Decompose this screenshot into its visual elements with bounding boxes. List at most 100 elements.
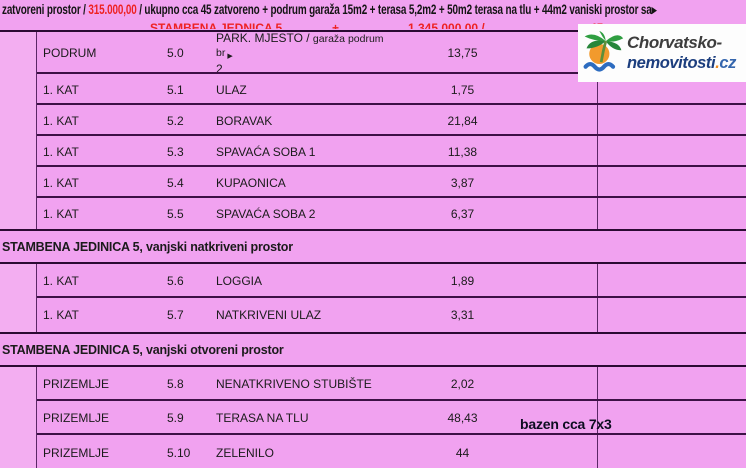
logo-line2: nemovitosti.cz bbox=[627, 53, 736, 73]
row-margin-cell bbox=[0, 198, 37, 229]
floor-cell: PRIZEMLJE bbox=[43, 377, 110, 391]
room-name-cell: SPAVAĆA SOBA 1 bbox=[216, 144, 316, 159]
empty-right-column bbox=[597, 105, 746, 136]
empty-cell bbox=[540, 167, 597, 198]
empty-cell bbox=[540, 136, 597, 167]
area-value-cell: 1,89 bbox=[450, 274, 475, 288]
room-name-wrapped: PARK. MJESTO / garaža podrum br ▶ 2 bbox=[216, 30, 385, 76]
empty-right-column bbox=[597, 435, 746, 468]
table-row: 1. KAT 5.4 KUPAONICA 3,87 bbox=[0, 167, 746, 198]
room-name-cell: KUPAONICA bbox=[216, 175, 286, 190]
area-value-cell: 11,38 bbox=[447, 144, 478, 159]
palm-tree-icon bbox=[583, 31, 624, 72]
table-row: 1. KAT 5.3 SPAVAĆA SOBA 1 11,38 bbox=[0, 136, 746, 167]
room-name-cell: ULAZ bbox=[216, 82, 247, 97]
room-name-line2: 2 bbox=[216, 62, 223, 76]
row-margin-cell bbox=[0, 105, 37, 136]
room-name-main: PARK. MJESTO / bbox=[216, 31, 313, 45]
floor-cell: 1. KAT bbox=[43, 308, 79, 322]
area-value-cell: 48,43 bbox=[447, 411, 478, 425]
table-row: PODRUM 5.0 PARK. MJESTO / garaža podrum … bbox=[0, 30, 746, 76]
unit-number-cell: 5.10 bbox=[167, 445, 191, 460]
section-header-natkriveni: STAMBENA JEDINICA 5, vanjski natkriveni … bbox=[0, 229, 746, 264]
table-row: 1. KAT 5.7 NATKRIVENI ULAZ 3,31 bbox=[0, 298, 746, 332]
unit-number-cell: 5.0 bbox=[167, 46, 184, 60]
chorvatsko-nemovitosti-logo[interactable]: Chorvatsko- nemovitosti.cz bbox=[578, 24, 746, 82]
logo-tld: cz bbox=[719, 54, 737, 72]
unit-number-cell: 5.8 bbox=[167, 377, 184, 391]
area-value-cell: 6,37 bbox=[450, 206, 475, 221]
row-margin-cell bbox=[0, 435, 37, 468]
area-value-cell: 1,75 bbox=[450, 82, 475, 97]
table-row: PRIZEMLJE 5.10 ZELENILO 44 bbox=[0, 435, 746, 468]
empty-right-column bbox=[597, 401, 746, 435]
table-row: 1. KAT 5.5 SPAVAĆA SOBA 2 6,37 bbox=[0, 198, 746, 229]
section-header-otvoreni: STAMBENA JEDINICA 5, vanjski otvoreni pr… bbox=[0, 332, 746, 367]
empty-right-column bbox=[597, 74, 746, 105]
clipped-fragment: 1.345.000,00 / bbox=[408, 21, 485, 29]
summary-text-1: zatvoreni prostor / bbox=[2, 2, 89, 17]
property-summary-line: zatvoreni prostor / 315.000,00 / ukupno … bbox=[2, 2, 744, 17]
logo-line1: Chorvatsko- bbox=[627, 33, 722, 52]
logo-text: Chorvatsko- nemovitosti.cz bbox=[627, 33, 736, 73]
room-name-cell: ZELENILO bbox=[216, 445, 275, 460]
floor-cell: PODRUM bbox=[43, 46, 97, 60]
unit-number-cell: 5.6 bbox=[167, 274, 184, 288]
table-row: 1. KAT 5.1 ULAZ 1,75 bbox=[0, 74, 746, 105]
empty-cell bbox=[540, 435, 597, 468]
floor-cell: PRIZEMLJE bbox=[43, 445, 110, 460]
empty-right-column bbox=[597, 264, 746, 298]
room-name-cell: LOGGIA bbox=[216, 274, 263, 288]
row-margin-cell bbox=[0, 264, 37, 298]
empty-right-column bbox=[597, 198, 746, 229]
room-name-cell: PARK. MJESTO / garaža podrum br ▶ 2 bbox=[213, 30, 385, 76]
unit-number-cell: 5.3 bbox=[167, 144, 184, 159]
clipped-fragment: STAMBENA JEDNICA 5 bbox=[150, 21, 283, 29]
room-name-cell: NATKRIVENI ULAZ bbox=[216, 308, 322, 322]
area-value-cell: 3,31 bbox=[450, 308, 475, 322]
unit-number-cell: 5.1 bbox=[167, 82, 184, 97]
floor-cell: 1. KAT bbox=[43, 82, 79, 97]
floor-cell: 1. KAT bbox=[43, 113, 79, 128]
row-margin-cell bbox=[0, 74, 37, 105]
row-margin-cell bbox=[0, 32, 37, 74]
unit-number-cell: 5.7 bbox=[167, 308, 184, 322]
text-overflow-icon: ▶ bbox=[651, 5, 657, 15]
empty-cell bbox=[540, 298, 597, 332]
floor-cell: 1. KAT bbox=[43, 175, 79, 190]
unit-number-cell: 5.2 bbox=[167, 113, 184, 128]
row-margin-cell bbox=[0, 167, 37, 198]
area-value-cell: 2,02 bbox=[450, 377, 475, 391]
area-value-cell: 44 bbox=[455, 445, 470, 460]
clipped-fragment: + bbox=[332, 21, 340, 29]
table-row: 1. KAT 5.2 BORAVAK 21,84 bbox=[0, 105, 746, 136]
summary-text-2: / ukupno cca 45 zatvoreno + podrum garaž… bbox=[136, 2, 652, 17]
area-table: PODRUM 5.0 PARK. MJESTO / garaža podrum … bbox=[0, 30, 746, 468]
floor-cell: 1. KAT bbox=[43, 274, 79, 288]
unit-number-cell: 5.9 bbox=[167, 411, 184, 425]
room-name-cell: NENATKRIVENO STUBIŠTE bbox=[216, 377, 372, 391]
area-value-cell: 13,75 bbox=[447, 46, 478, 60]
row-margin-cell bbox=[0, 298, 37, 332]
empty-cell bbox=[540, 198, 597, 229]
unit-number-cell: 5.4 bbox=[167, 175, 184, 190]
comment-marker-icon: ▶ bbox=[227, 53, 233, 60]
area-value-cell: 21,84 bbox=[447, 113, 478, 128]
empty-cell bbox=[540, 264, 597, 298]
room-name-cell: BORAVAK bbox=[216, 113, 273, 128]
floor-cell: 1. KAT bbox=[43, 144, 79, 159]
row-margin-cell bbox=[0, 367, 37, 401]
logo-dot: . bbox=[715, 54, 720, 72]
pool-note: bazen cca 7x3 bbox=[520, 416, 612, 432]
empty-right-column bbox=[597, 136, 746, 167]
row-margin-cell bbox=[0, 136, 37, 167]
unit-number-cell: 5.5 bbox=[167, 206, 184, 221]
area-value-cell: 3,87 bbox=[450, 175, 475, 190]
price-value: 315.000,00 bbox=[88, 2, 137, 17]
empty-right-column bbox=[597, 298, 746, 332]
empty-right-column bbox=[597, 367, 746, 401]
floor-cell: 1. KAT bbox=[43, 206, 79, 221]
room-name-cell: SPAVAĆA SOBA 2 bbox=[216, 206, 316, 221]
empty-cell bbox=[540, 367, 597, 401]
